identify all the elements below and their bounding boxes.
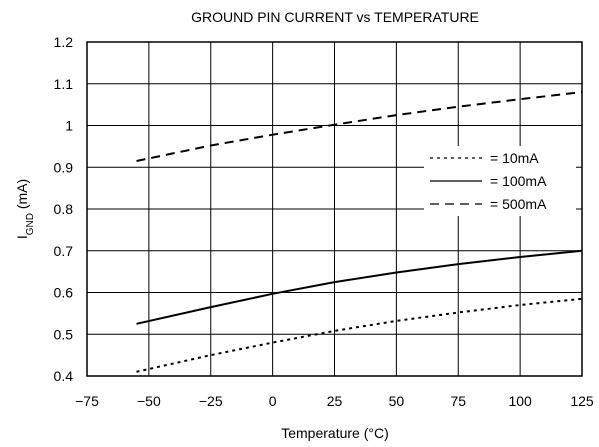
y-tick-label: 0.9 [54,159,74,175]
x-tick-label: −25 [199,393,223,409]
x-tick-labels: −75 −50 −25 0 25 50 75 100 125 [75,393,594,409]
series-line-dashed [136,91,583,162]
series-lines [136,91,583,373]
x-tick-label: 25 [327,393,343,409]
x-tick-label: 75 [450,393,466,409]
y-tick-label: 0.4 [54,368,74,384]
y-axis-label-main: I [14,235,30,239]
y-axis-label-unit: (mA) [14,179,30,213]
plot-frame [86,41,583,377]
y-tick-label: 1.1 [54,76,74,92]
x-tick-label: −75 [75,393,99,409]
y-tick-labels: 0.4 0.5 0.6 0.7 0.8 0.9 1 1.1 1.2 [54,34,74,384]
legend: = 10mA = 100mA = 500mA [424,146,576,216]
x-tick-label: −50 [137,393,161,409]
y-tick-label: 0.6 [54,285,74,301]
x-tick-label: 100 [508,393,532,409]
x-axis-label: Temperature (°C) [281,425,389,441]
y-tick-label: 0.5 [54,326,74,342]
series-line-solid [136,249,583,325]
y-tick-label: 0.7 [54,243,74,259]
y-tick-label: 0.8 [54,201,74,217]
chart-title: GROUND PIN CURRENT vs TEMPERATURE [191,9,479,25]
y-axis-label: IGND (mA) [14,179,36,239]
legend-label: = 10mA [490,150,539,166]
y-tick-label: 1 [65,118,73,134]
series-line-dotted [136,297,583,373]
x-tick-label: 0 [269,393,277,409]
x-tick-label: 50 [389,393,405,409]
legend-label: = 100mA [490,173,547,189]
y-tick-label: 1.2 [54,34,74,50]
y-axis-label-sub: GND [25,213,36,235]
x-tick-label: 125 [570,393,594,409]
legend-label: = 500mA [490,196,547,212]
